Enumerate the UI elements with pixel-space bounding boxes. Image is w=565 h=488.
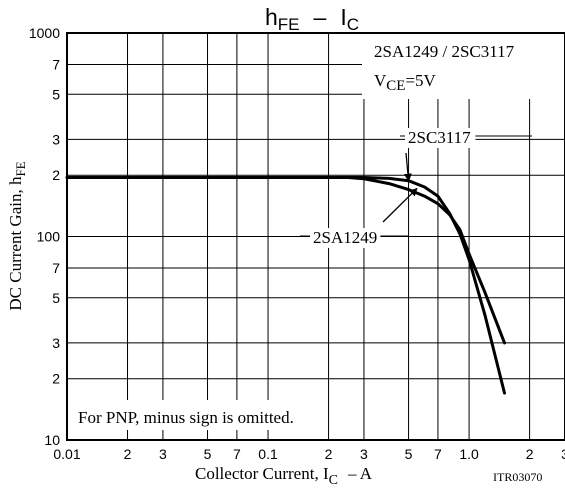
annotation-label-2sc3117: 2SC3117 — [408, 128, 471, 147]
title-separator: – — [314, 4, 327, 30]
title-i-sub: C — [347, 15, 359, 34]
plot-frame — [66, 32, 565, 441]
y-tick-label: 3 — [52, 131, 60, 147]
y-tick-label: 2 — [52, 167, 60, 183]
series-line-2sc3117 — [65, 176, 506, 395]
annotation-bg — [405, 128, 476, 148]
y-tick-label: 5 — [52, 86, 60, 102]
annotation-arrow — [403, 152, 412, 182]
x-tick-label: 5 — [204, 446, 212, 462]
y-tick-label: 10 — [44, 432, 60, 448]
x-tick-label: 5 — [405, 446, 413, 462]
x-tick-label: 2 — [526, 446, 534, 462]
y-tick-label: 7 — [52, 57, 60, 73]
title-h: h — [265, 4, 278, 30]
x-tick-label: 2 — [124, 446, 132, 462]
y-tick-label: 3 — [52, 335, 60, 351]
annotation-label-2sa1249: 2SA1249 — [313, 228, 377, 247]
annotation-bg — [310, 228, 381, 248]
legend-box: 2SA1249 / 2SC3117 VCE=5V — [362, 33, 565, 99]
note-text: For PNP, minus sign is omitted. — [78, 408, 294, 427]
figure-code: ITR03070 — [493, 470, 542, 484]
y-tick-label: 5 — [52, 290, 60, 306]
annotations: 2SC3117 2SA1249 — [300, 128, 532, 248]
title-h-sub: FE — [278, 15, 300, 34]
y-tick-label: 7 — [52, 260, 60, 276]
x-tick-labels: 0.01 2 3 5 7 0.1 2 3 5 7 1.0 2 3 — [53, 446, 565, 462]
x-axis-label: Collector Current, IC – A — [195, 464, 373, 488]
y-tick-label: 2 — [52, 371, 60, 387]
title-i: I — [340, 4, 346, 30]
note-box: For PNP, minus sign is omitted. — [72, 400, 294, 430]
x-tick-label: 0.01 — [53, 446, 80, 462]
legend-condition: VCE=5V — [374, 71, 437, 94]
x-tick-label: 3 — [159, 446, 167, 462]
y-axis-label: DC Current Gain, hFE — [6, 161, 28, 310]
x-tick-label: 3 — [360, 446, 368, 462]
series-curves — [65, 176, 506, 395]
legend-parts: 2SA1249 / 2SC3117 — [374, 42, 515, 61]
x-tick-label: 7 — [233, 446, 241, 462]
x-tick-label: 2 — [325, 446, 333, 462]
series-line-2sa1249 — [65, 176, 506, 345]
x-tick-label: 7 — [434, 446, 442, 462]
x-tick-label: 3 — [561, 446, 565, 462]
x-tick-label: 1.0 — [459, 446, 479, 462]
y-tick-label: 1000 — [29, 25, 60, 41]
y-tick-labels: 10 2 3 5 7 100 2 3 5 7 1000 — [29, 25, 60, 448]
x-tick-label: 0.1 — [258, 446, 278, 462]
y-tick-label: 100 — [37, 229, 61, 245]
annotation-arrow — [382, 187, 418, 223]
chart-title: hFE – IC — [265, 4, 359, 34]
